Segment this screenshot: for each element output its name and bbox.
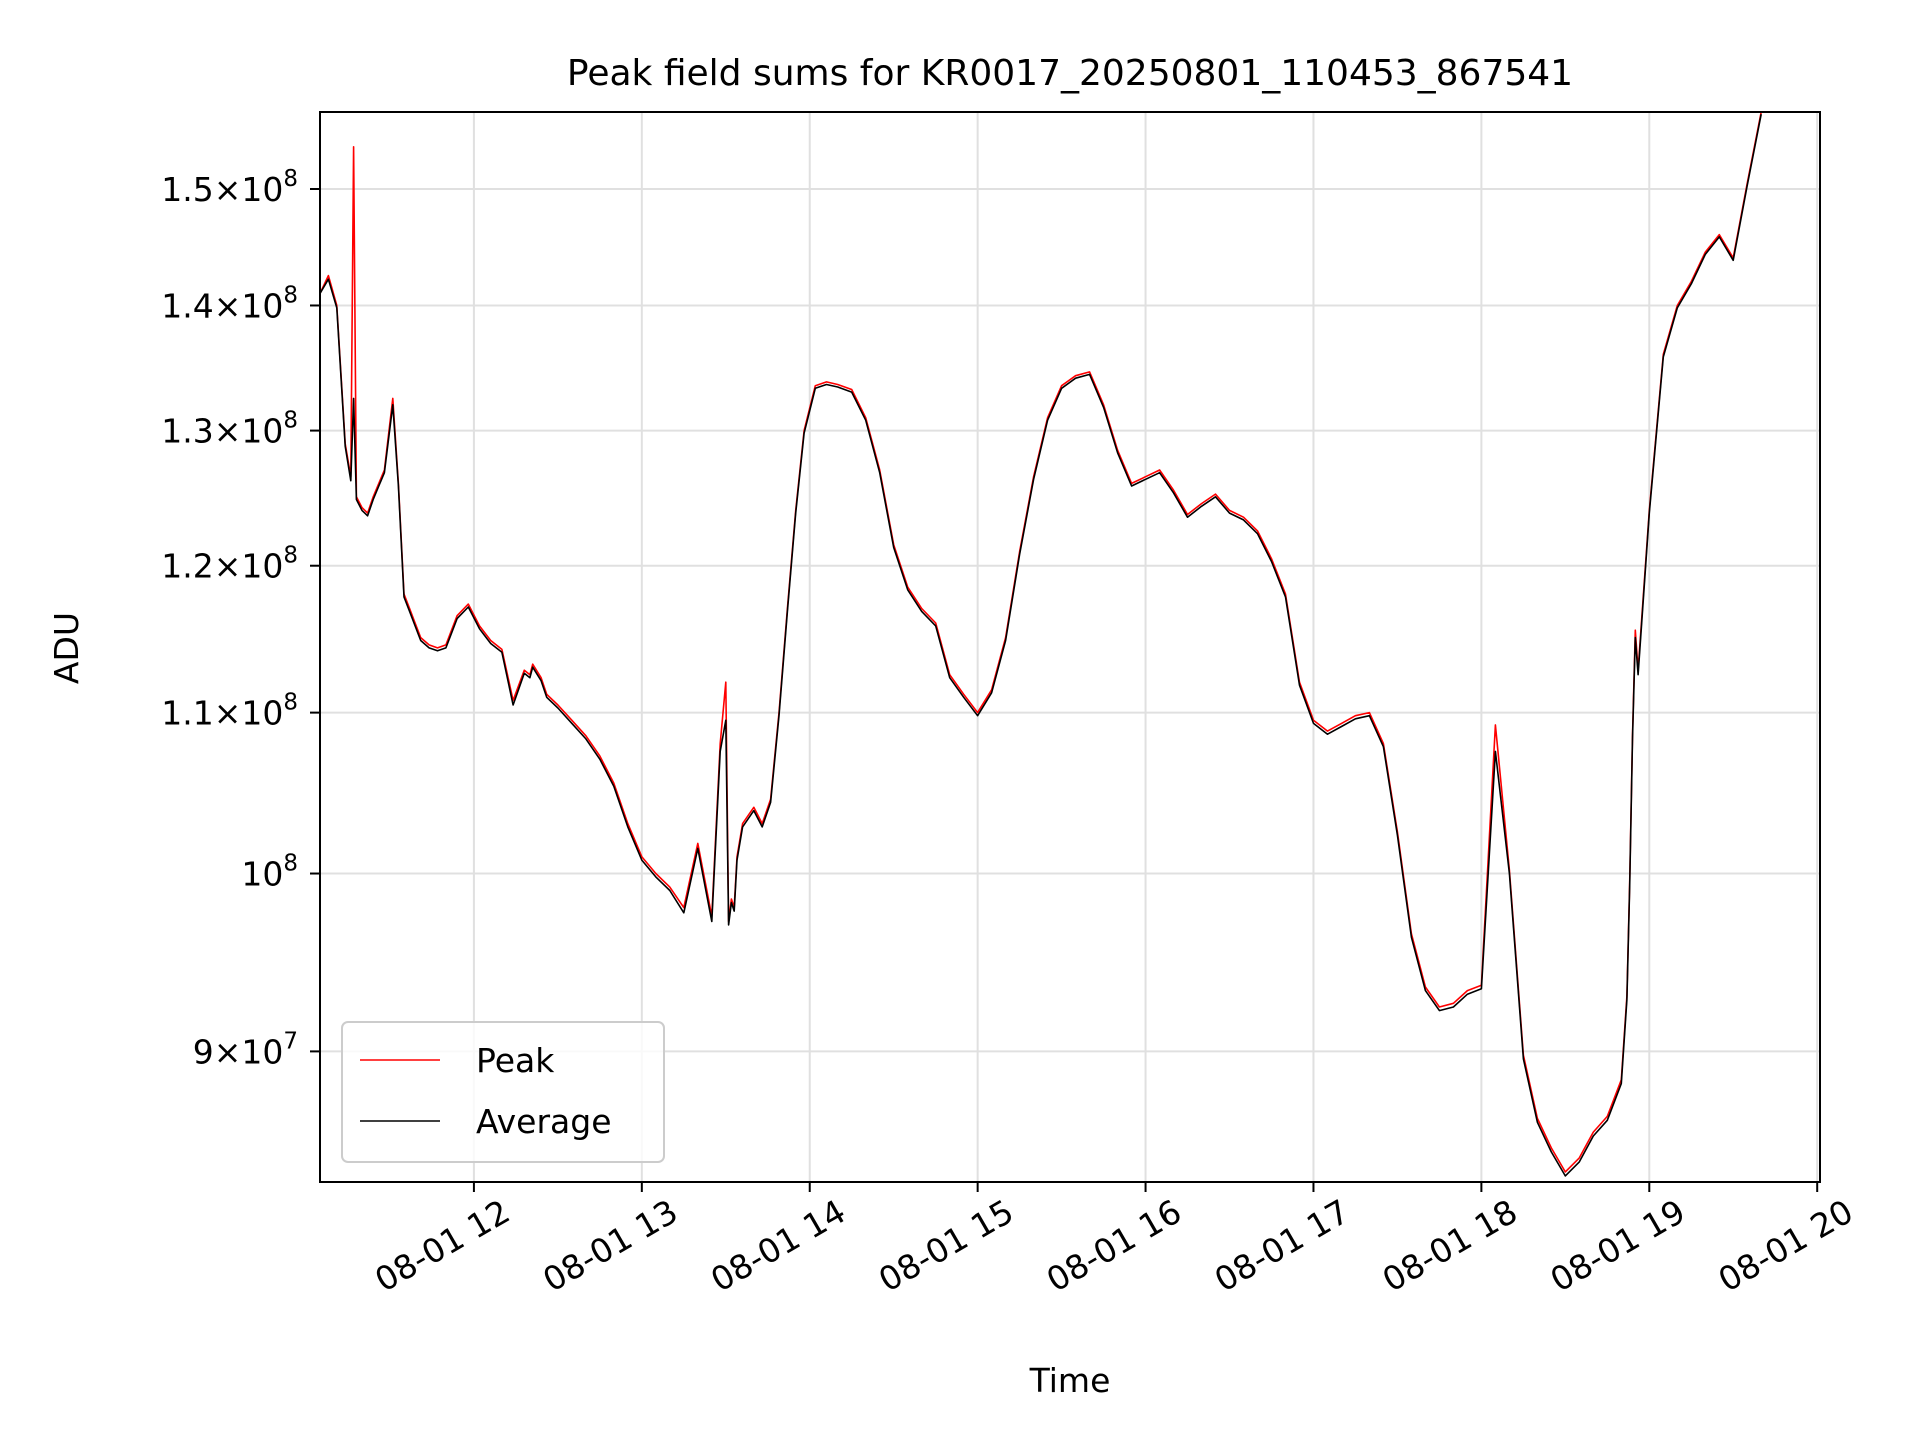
legend-box — [341, 1021, 665, 1163]
x-axis-label: Time — [1029, 1361, 1111, 1400]
y-tick-label-3: 1.2×108 — [161, 543, 298, 586]
y-tick-label-4: 1.3×108 — [161, 408, 298, 451]
y-tick-label-1: 108 — [241, 851, 298, 894]
legend-average-label: Average — [476, 1102, 612, 1141]
y-tick-label-5: 1.4×108 — [161, 282, 298, 325]
series-layer — [319, 111, 1762, 1177]
y-tick-label-2: 1.1×108 — [161, 690, 298, 733]
legend: Peak Average — [341, 1021, 665, 1163]
plot-frame — [319, 111, 1821, 1183]
grid — [320, 112, 1820, 1182]
y-tick-label-6: 1.5×108 — [161, 166, 298, 209]
chart-title: Peak field sums for KR0017_20250801_1104… — [567, 53, 1573, 94]
y-axis: 9×107 108 1.1×108 1.2×108 1.3×108 1.4×108 1.5×… — [161, 166, 320, 1071]
y-tick-label-0: 9×107 — [193, 1028, 298, 1071]
legend-peak-label: Peak — [476, 1041, 555, 1080]
series-line-average — [319, 114, 1762, 1177]
y-axis-label: ADU — [47, 612, 86, 684]
